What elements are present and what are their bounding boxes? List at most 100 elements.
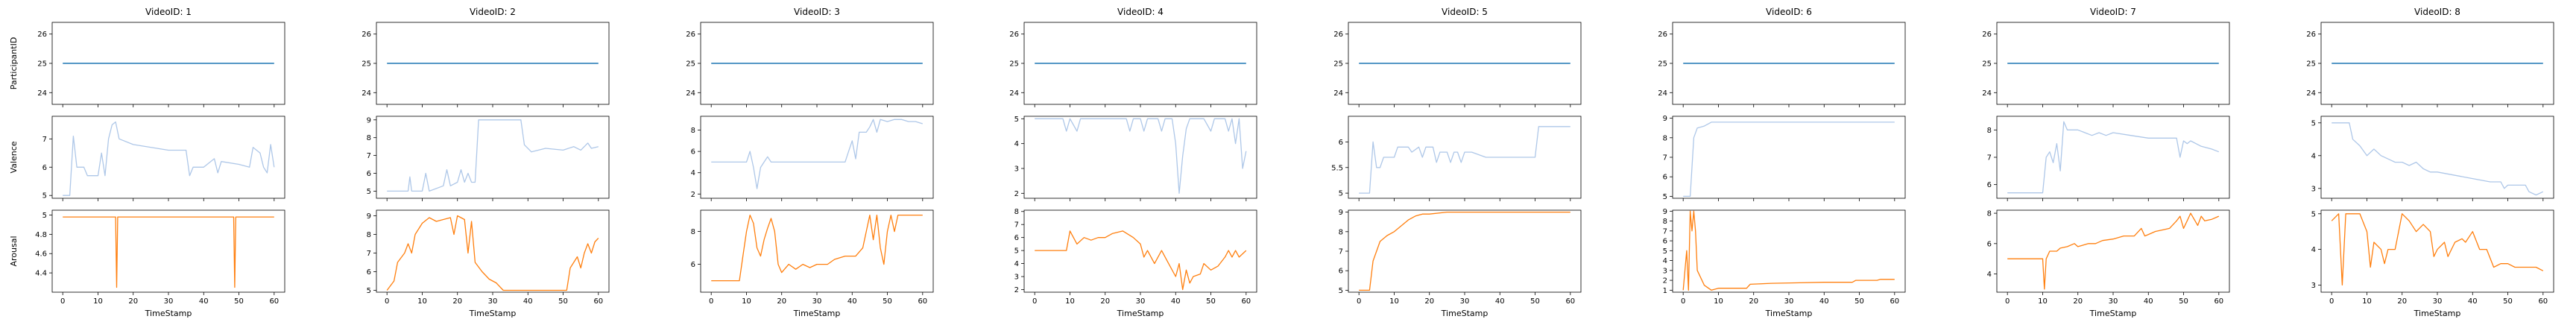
y-tick-label: 8	[1987, 127, 1992, 135]
y-axis-label: Arousal	[9, 236, 19, 266]
x-tick-label: 50	[558, 297, 568, 306]
panel-title: VideoID: 7	[2090, 7, 2136, 17]
valence-axes: 5 6 7 8 9	[367, 116, 610, 201]
y-tick-label: 2	[1663, 277, 1667, 285]
y-tick-label: 4	[2311, 246, 2316, 254]
x-tick-label: 50	[2503, 297, 2513, 306]
arousal-line	[63, 216, 274, 288]
y-tick-label: 8	[1663, 134, 1667, 142]
y-tick-label: 26	[1333, 31, 1343, 39]
x-tick-label: 60	[269, 297, 279, 306]
x-tick-label: 60	[2538, 297, 2548, 306]
y-tick-label: 9	[367, 116, 371, 124]
y-tick-label: 24	[1982, 89, 1992, 98]
y-tick-label: 9	[1663, 115, 1667, 123]
y-tick-label: 3	[2311, 282, 2316, 290]
y-tick-label: 3	[1663, 267, 1667, 275]
y-tick-label: 6	[1663, 174, 1667, 182]
y-tick-label: 7	[1014, 221, 1019, 230]
x-tick-label: 0	[385, 297, 389, 306]
y-tick-label: 6	[691, 148, 695, 157]
y-tick-label: 9	[1663, 208, 1667, 216]
y-tick-label: 25	[1982, 60, 1992, 69]
valence-line	[1035, 118, 1247, 194]
x-tick-label: 10	[1389, 297, 1399, 306]
participant-axes: 24 25 26 ParticipantID	[9, 22, 285, 107]
x-tick-label: 30	[2433, 297, 2443, 306]
x-tick-label: 20	[777, 297, 786, 306]
y-tick-label: 4.6	[35, 250, 47, 259]
axes-frame	[700, 116, 934, 199]
panel-video-4: VideoID: 4 24 25 26 2 3 4 5 2 3 4 5 6 7 8 0 10 20 30 40 50 60…	[1009, 7, 1257, 318]
valence-axes: 3 4 5	[2311, 116, 2554, 201]
participant-axes: 24 25 26	[686, 22, 934, 107]
y-tick-label: 26	[686, 31, 695, 39]
valence-axes: 5 6 7 Valence	[9, 116, 285, 201]
arousal-line	[386, 215, 599, 291]
y-tick-label: 25	[37, 60, 47, 69]
x-tick-label: 30	[1136, 297, 1146, 306]
x-tick-label: 60	[593, 297, 603, 306]
y-tick-label: 25	[1658, 60, 1667, 69]
arousal-axes: 5 6 7 8 9 0 10 20 30 40 50 60	[367, 209, 610, 306]
x-tick-label: 10	[2362, 297, 2372, 306]
x-axis-label: TimeStamp	[1117, 309, 1164, 318]
y-tick-label: 7	[367, 152, 371, 160]
arousal-line	[1682, 210, 1895, 291]
y-tick-label: 5	[1339, 287, 1343, 295]
x-tick-label: 50	[883, 297, 892, 306]
y-tick-label: 2	[1014, 286, 1019, 294]
x-tick-label: 20	[1424, 297, 1434, 306]
arousal-line	[2331, 213, 2544, 286]
axes-frame	[700, 209, 934, 293]
y-tick-label: 6	[1663, 238, 1667, 246]
valence-line	[711, 119, 923, 189]
y-tick-label: 24	[686, 89, 695, 98]
arousal-line	[1035, 230, 1247, 291]
y-tick-label: 25	[2306, 60, 2316, 69]
x-axis-label: TimeStamp	[1441, 309, 1489, 318]
x-tick-label: 30	[812, 297, 822, 306]
axes-frame	[1996, 116, 2230, 199]
axes-frame	[2320, 116, 2554, 199]
x-tick-label: 0	[60, 297, 65, 306]
x-tick-label: 10	[417, 297, 427, 306]
x-tick-label: 60	[1565, 297, 1575, 306]
y-tick-label: 26	[362, 31, 371, 39]
axes-frame	[51, 209, 285, 293]
y-tick-label: 3	[1014, 165, 1019, 174]
x-tick-label: 30	[164, 297, 174, 306]
x-tick-label: 40	[1495, 297, 1505, 306]
y-tick-label: 5	[2311, 210, 2316, 218]
y-tick-label: 7	[367, 250, 371, 258]
x-tick-label: 60	[918, 297, 927, 306]
panel-title: VideoID: 6	[1766, 7, 1812, 17]
participant-axes: 24 25 26	[1009, 22, 1257, 107]
y-tick-label: 24	[37, 89, 47, 98]
y-tick-label: 5.5	[1331, 164, 1343, 172]
panel-title: VideoID: 1	[145, 7, 192, 17]
y-tick-label: 4	[2311, 152, 2316, 160]
arousal-axes: 1 2 3 456 78 9 0 10 20 30 40 50 60	[1663, 208, 1906, 306]
arousal-axes: 6 8 0 10 20 30 40 50 60	[691, 209, 934, 306]
y-tick-label: 4.4	[35, 270, 47, 278]
panel-video-1: VideoID: 1 24 25 26 ParticipantID 5 6 7 Valence 4…	[9, 7, 285, 318]
valence-axes: 55.56	[1331, 116, 1582, 201]
y-tick-label: 26	[1658, 31, 1667, 39]
x-tick-label: 40	[1819, 297, 1829, 306]
y-tick-label: 26	[1009, 31, 1019, 39]
x-tick-label: 50	[1206, 297, 1216, 306]
y-tick-label: 25	[1333, 60, 1343, 69]
y-tick-label: 25	[1009, 60, 1019, 69]
y-tick-label: 7	[1663, 154, 1667, 162]
y-tick-label: 5	[1339, 190, 1343, 198]
y-tick-label: 6	[367, 268, 371, 277]
x-axis-label: TimeStamp	[145, 309, 192, 318]
y-tick-label: 26	[37, 31, 47, 39]
valence-line	[387, 119, 599, 192]
panel-video-2: VideoID: 2 24 25 26 5 6 7 8 9 5 6 7 8 9 0 10 20 30 40 50 60 T…	[362, 7, 610, 318]
x-tick-label: 20	[1749, 297, 1758, 306]
